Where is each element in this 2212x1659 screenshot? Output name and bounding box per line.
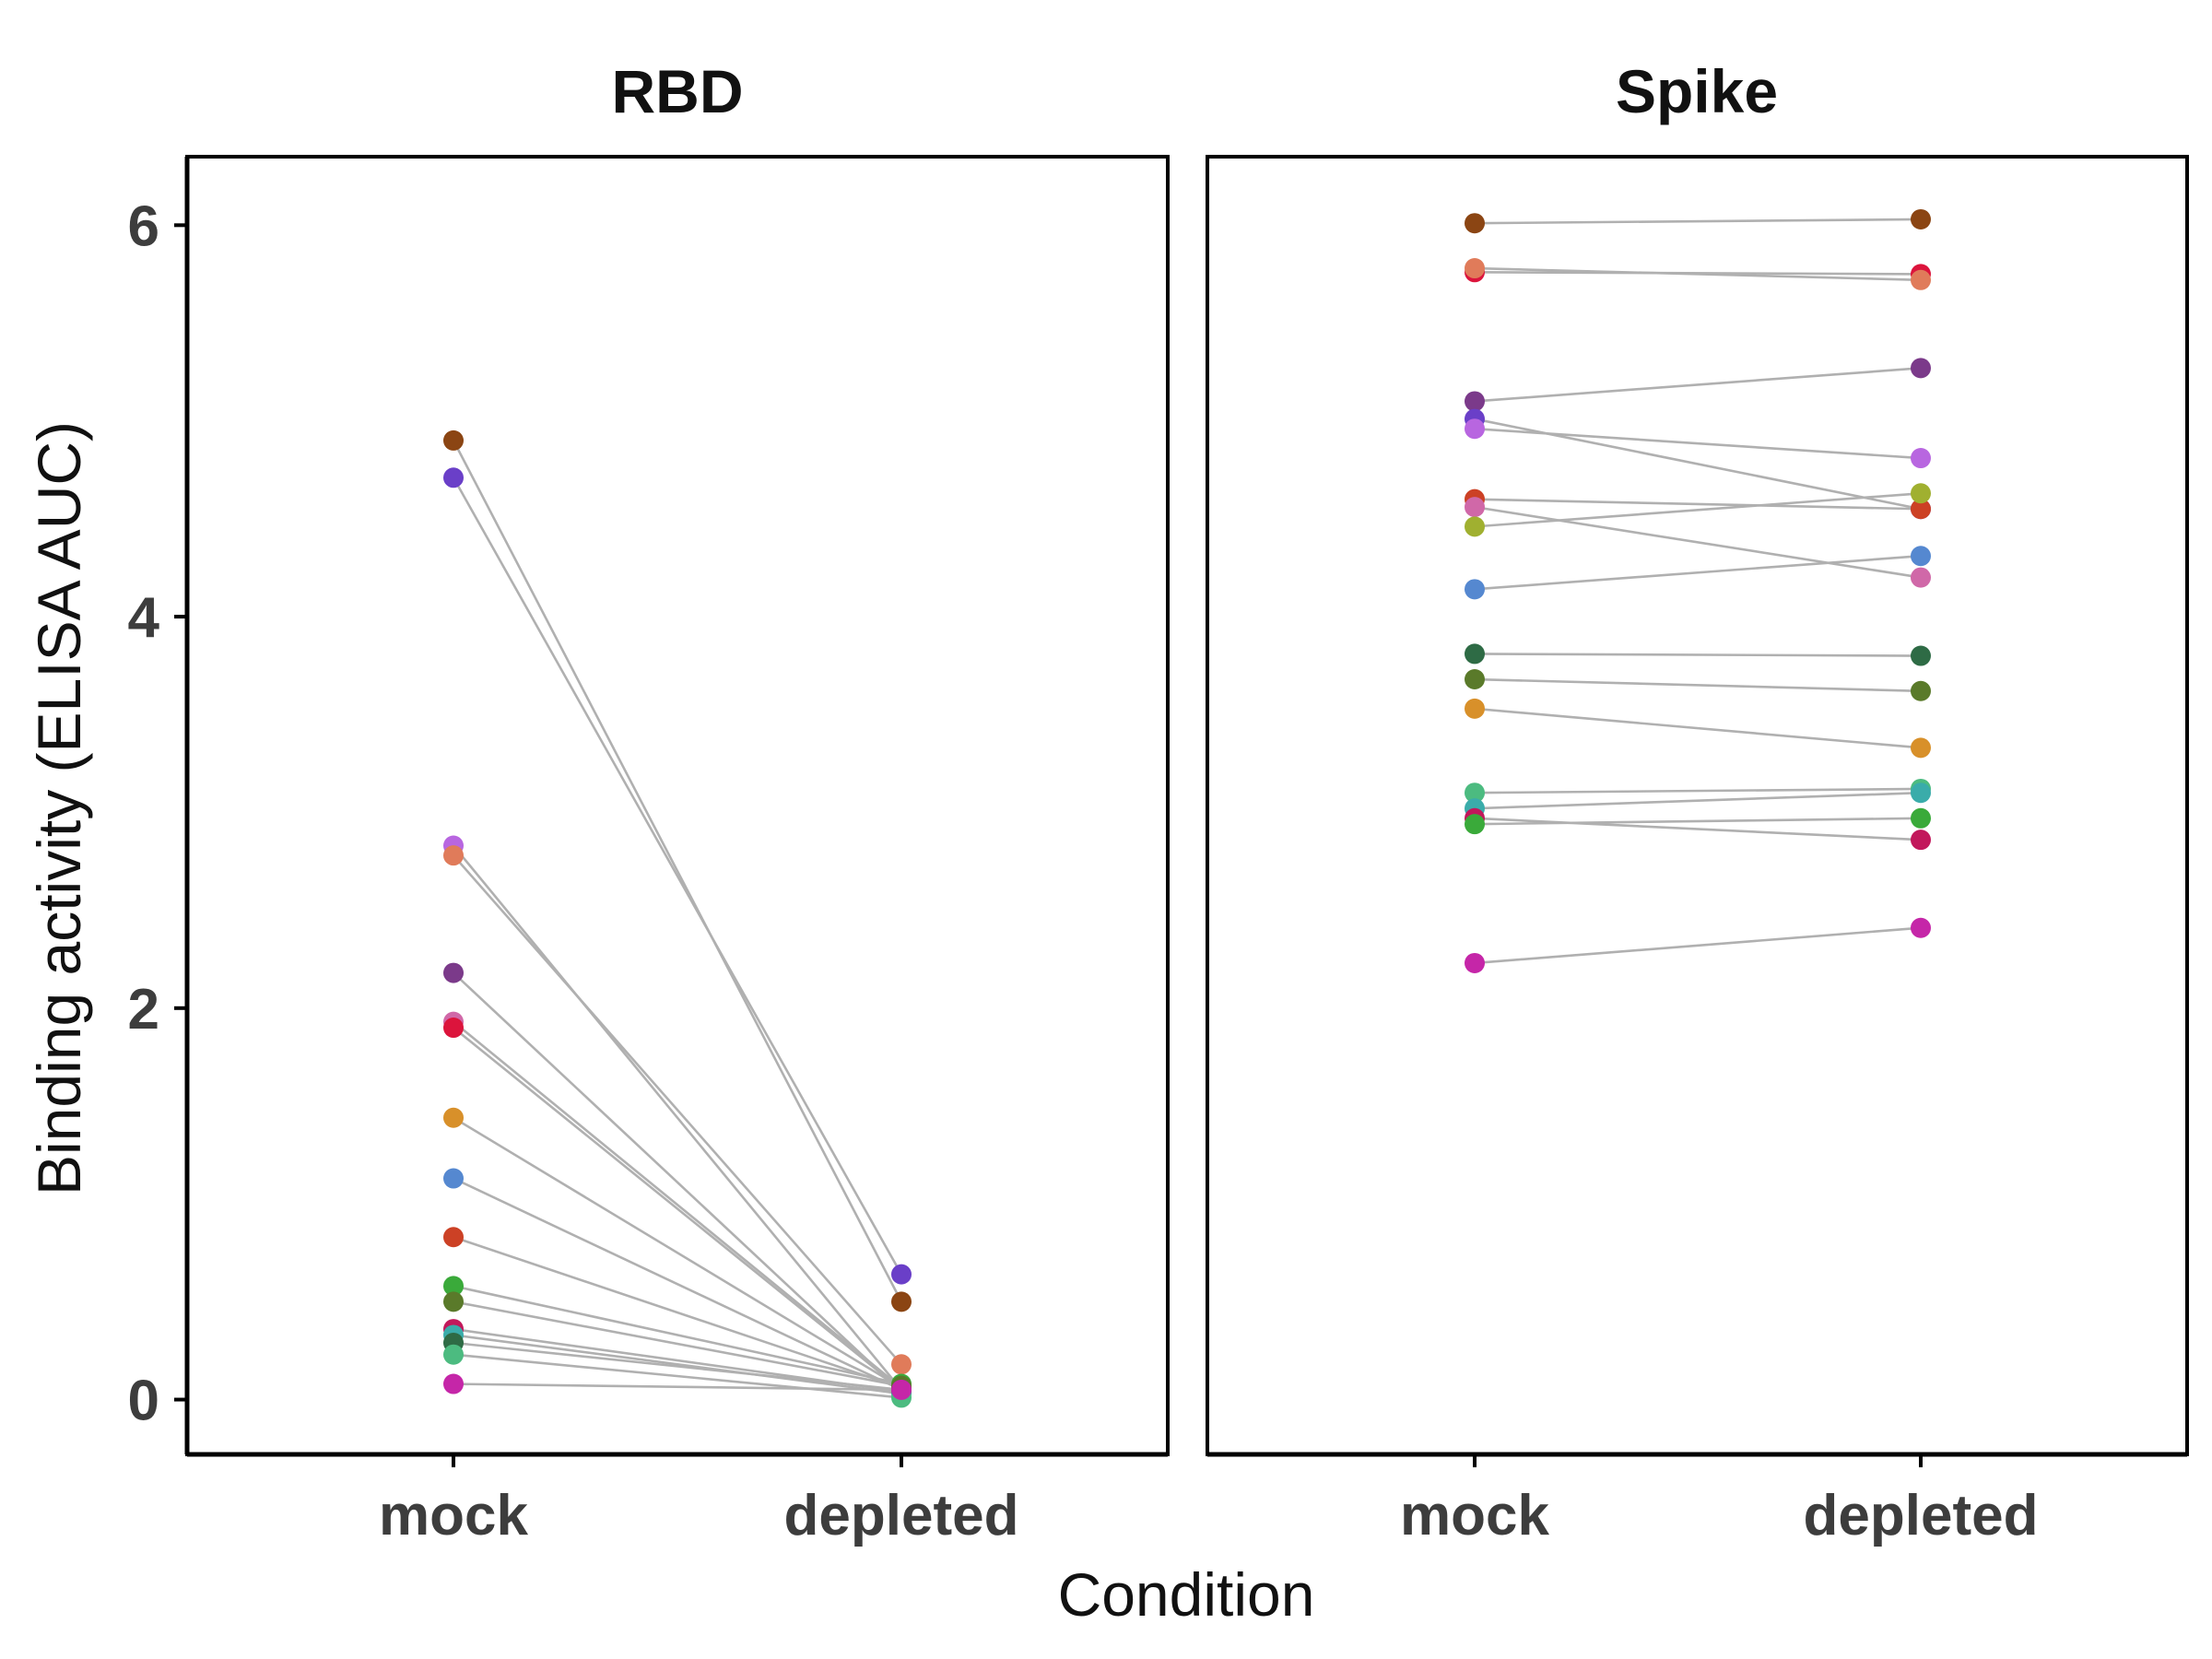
- point-spike-mock-7: [1465, 497, 1485, 518]
- point-spike-mock-9: [1465, 579, 1485, 600]
- pair-line-rbd-3: [453, 854, 902, 1366]
- pair-line-spike-14: [1474, 791, 1922, 810]
- point-rbd-depleted-16: [891, 1379, 912, 1400]
- point-rbd-mock-9: [443, 1227, 464, 1248]
- x-tick-label-rbd-depleted: depleted: [784, 1484, 1019, 1547]
- pair-line-rbd-8: [453, 1177, 902, 1392]
- point-rbd-mock-8: [443, 1168, 464, 1189]
- pair-line-spike-7: [1474, 505, 1922, 579]
- pair-line-spike-3: [1474, 367, 1922, 403]
- point-spike-depleted-3: [1911, 358, 1931, 379]
- point-spike-depleted-5: [1911, 448, 1931, 469]
- point-rbd-mock-7: [443, 1107, 464, 1128]
- panel-rbd: mock depleted: [185, 155, 1170, 1547]
- point-spike-depleted-15: [1911, 830, 1931, 851]
- pair-line-spike-8: [1474, 491, 1922, 528]
- pair-line-spike-5: [1474, 427, 1922, 460]
- pair-line-rbd-14: [453, 1341, 902, 1392]
- point-spike-mock-13: [1465, 782, 1485, 804]
- x-tick-label-rbd-mock: mock: [379, 1484, 528, 1547]
- point-spike-depleted-14: [1911, 782, 1931, 804]
- point-spike-mock-2: [1465, 258, 1485, 279]
- point-spike-depleted-0: [1911, 208, 1931, 229]
- pair-line-spike-2: [1474, 266, 1922, 282]
- pair-line-rbd-15: [453, 1353, 902, 1399]
- point-spike-depleted-9: [1911, 546, 1931, 567]
- pair-line-rbd-10: [453, 1285, 902, 1385]
- y-tick-label-0: 0: [128, 1370, 159, 1433]
- point-spike-mock-10: [1465, 643, 1485, 665]
- pair-line-spike-17: [1474, 926, 1922, 965]
- y-tick-label-2: 2: [128, 978, 159, 1041]
- y-tick-label-6: 6: [128, 194, 159, 258]
- point-rbd-mock-16: [443, 1373, 464, 1394]
- point-rbd-mock-6: [443, 1018, 464, 1039]
- pair-line-spike-12: [1474, 707, 1922, 749]
- pair-line-spike-9: [1474, 554, 1922, 591]
- pair-line-spike-10: [1474, 653, 1922, 657]
- panel-frame-rbd: [185, 155, 1170, 1456]
- point-rbd-mock-3: [443, 845, 464, 866]
- pair-line-spike-6: [1474, 498, 1922, 511]
- pair-line-spike-11: [1474, 677, 1922, 693]
- point-rbd-depleted-1: [891, 1264, 912, 1285]
- point-rbd-mock-11: [443, 1291, 464, 1312]
- point-spike-depleted-7: [1911, 567, 1931, 588]
- point-spike-depleted-8: [1911, 483, 1931, 504]
- x-tick-label-spike-mock: mock: [1400, 1484, 1549, 1547]
- point-rbd-mock-0: [443, 429, 464, 451]
- point-spike-depleted-17: [1911, 917, 1931, 938]
- point-spike-mock-0: [1465, 213, 1485, 234]
- point-rbd-mock-4: [443, 962, 464, 983]
- point-rbd-depleted-0: [891, 1291, 912, 1312]
- point-spike-mock-12: [1465, 698, 1485, 719]
- y-axis: 0 2 4 6: [128, 157, 190, 1454]
- pair-line-spike-16: [1474, 817, 1922, 826]
- pair-line-rbd-2: [452, 844, 903, 1391]
- point-spike-mock-8: [1465, 516, 1485, 537]
- point-spike-depleted-16: [1911, 807, 1931, 829]
- point-spike-depleted-11: [1911, 680, 1931, 701]
- pair-line-rbd-13: [453, 1334, 902, 1395]
- point-spike-depleted-12: [1911, 737, 1931, 759]
- panel-spike: mock depleted: [1206, 155, 2189, 1547]
- pair-line-rbd-6: [453, 1027, 902, 1391]
- pair-line-spike-0: [1474, 218, 1922, 225]
- pair-line-rbd-5: [453, 1020, 902, 1389]
- point-spike-depleted-6: [1911, 499, 1931, 520]
- pair-line-rbd-11: [453, 1300, 902, 1387]
- x-axis-title: Condition: [1058, 1560, 1315, 1629]
- panel-frame-spike: [1206, 155, 2189, 1456]
- x-tick-label-spike-depleted: depleted: [1804, 1484, 2039, 1547]
- pair-line-rbd-9: [453, 1236, 902, 1390]
- pair-line-spike-13: [1474, 787, 1922, 794]
- panel-title-spike: Spike: [1616, 57, 1778, 125]
- pair-line-rbd-16: [453, 1382, 902, 1392]
- point-rbd-depleted-3: [891, 1354, 912, 1375]
- point-rbd-mock-15: [443, 1344, 464, 1365]
- y-tick-label-4: 4: [128, 586, 160, 650]
- point-spike-mock-11: [1465, 669, 1485, 690]
- pair-line-rbd-7: [453, 1116, 902, 1389]
- pair-line-rbd-4: [453, 971, 902, 1393]
- point-spike-mock-17: [1465, 952, 1485, 973]
- point-spike-mock-16: [1465, 814, 1485, 835]
- pair-line-rbd-1: [452, 477, 903, 1276]
- panel-title-rbd: RBD: [612, 57, 744, 125]
- point-spike-depleted-10: [1911, 645, 1931, 666]
- point-spike-depleted-2: [1911, 269, 1931, 290]
- y-axis-title: Binding activity (ELISA AUC): [25, 421, 93, 1195]
- point-spike-mock-3: [1465, 391, 1485, 412]
- pair-line-rbd-0: [452, 440, 903, 1302]
- pair-line-spike-15: [1474, 817, 1922, 841]
- point-rbd-mock-1: [443, 467, 464, 488]
- point-spike-mock-5: [1465, 418, 1485, 440]
- point-rbd-mock-10: [443, 1276, 464, 1297]
